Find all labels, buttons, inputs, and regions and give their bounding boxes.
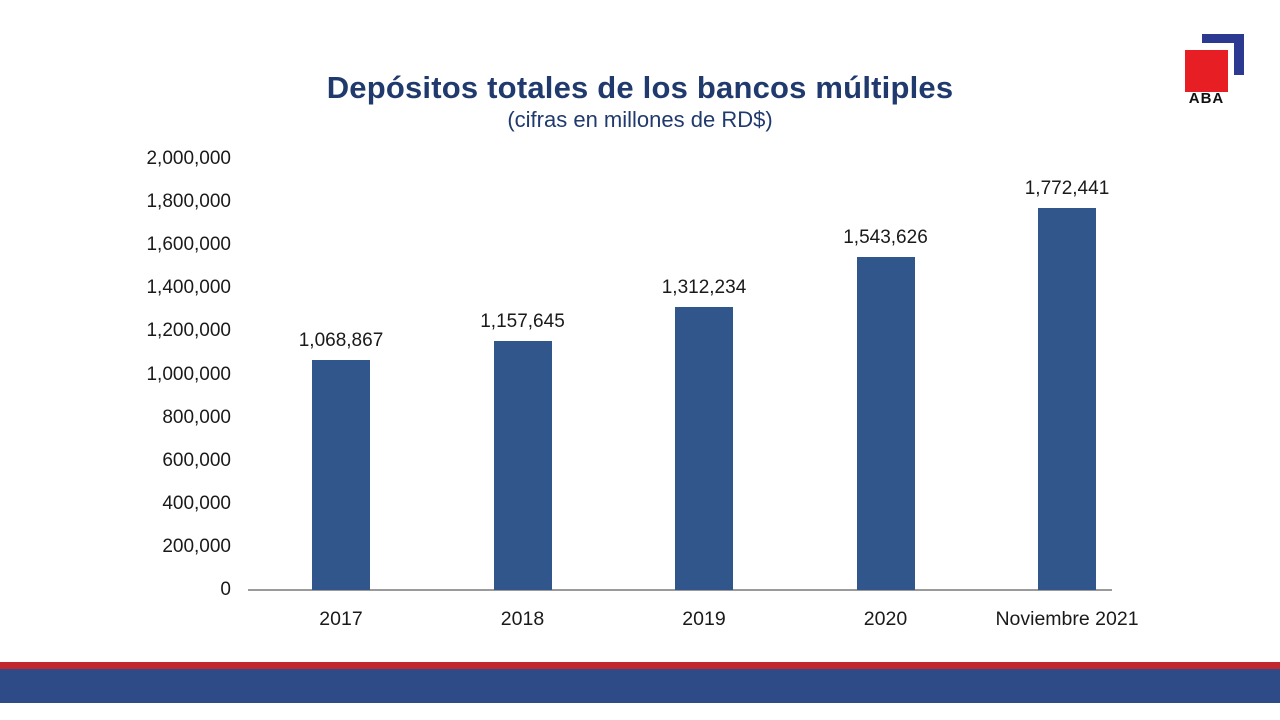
page-subtitle: (cifras en millones de RD$) bbox=[507, 107, 773, 132]
bar-value-label: 1,157,645 bbox=[480, 310, 565, 332]
y-axis-tick-label: 800,000 bbox=[162, 406, 231, 428]
y-axis-tick-label: 2,000,000 bbox=[146, 148, 231, 169]
x-axis-label: Noviembre 2021 bbox=[995, 608, 1139, 630]
y-axis-tick-label: 1,600,000 bbox=[146, 234, 231, 256]
footer-blue-bar bbox=[0, 669, 1280, 703]
y-axis-tick-label: 600,000 bbox=[162, 449, 231, 471]
y-axis-tick-label: 1,000,000 bbox=[146, 363, 231, 385]
y-axis-tick-label: 0 bbox=[220, 579, 231, 600]
bar-noviembre-2021 bbox=[1038, 208, 1096, 590]
y-axis-tick-label: 200,000 bbox=[162, 535, 231, 557]
bar-value-label: 1,772,441 bbox=[1024, 178, 1110, 200]
x-axis-label: 2017 bbox=[319, 608, 363, 630]
y-axis-tick-label: 1,400,000 bbox=[146, 277, 231, 299]
y-axis-tick-label: 400,000 bbox=[162, 492, 231, 514]
bar-2019 bbox=[675, 307, 733, 590]
bar-value-label: 1,312,234 bbox=[661, 277, 747, 299]
bar-2018 bbox=[493, 340, 552, 590]
y-axis-tick-label: 1,800,000 bbox=[146, 191, 231, 213]
bar-value-label: 1,068,867 bbox=[298, 329, 384, 351]
x-axis-label: 2018 bbox=[500, 608, 545, 630]
logo-red-square-icon bbox=[1185, 50, 1228, 92]
x-axis-label: 2019 bbox=[682, 608, 726, 630]
logo-text: ABA bbox=[1188, 90, 1225, 107]
logo-corner-bracket-icon bbox=[1202, 34, 1244, 75]
x-axis-line bbox=[248, 589, 1112, 591]
page-title: Depósitos totales de los bancos múltiple… bbox=[326, 70, 954, 105]
bar-value-label: 1,543,626 bbox=[843, 227, 928, 249]
x-axis-label: 2020 bbox=[863, 608, 908, 630]
bar-2020 bbox=[856, 257, 915, 590]
y-axis-tick-label: 1,200,000 bbox=[146, 320, 231, 342]
footer-red-stripe bbox=[0, 662, 1280, 669]
bar-2017 bbox=[312, 359, 370, 590]
